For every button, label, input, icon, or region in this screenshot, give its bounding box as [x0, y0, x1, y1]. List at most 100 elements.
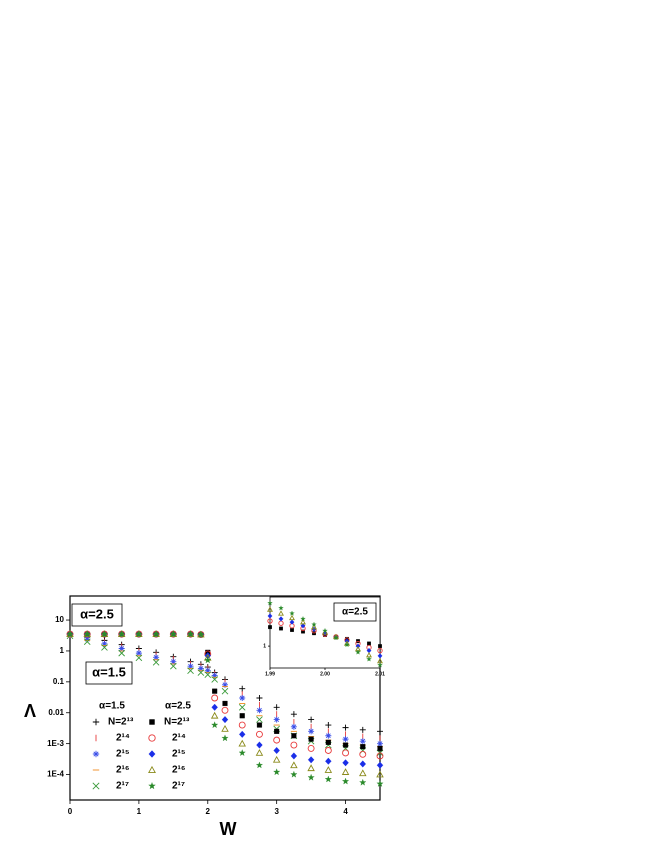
marker	[255, 749, 264, 756]
marker	[211, 672, 218, 679]
marker	[359, 760, 366, 768]
legend-marker	[92, 782, 100, 790]
legend-marker	[148, 765, 156, 774]
marker	[239, 685, 246, 692]
marker	[239, 713, 245, 719]
marker	[211, 694, 219, 702]
marker	[152, 658, 160, 666]
marker	[307, 764, 315, 772]
marker	[256, 741, 263, 749]
marker	[378, 644, 382, 649]
annotation: α=2.5	[342, 607, 368, 618]
legend-marker	[92, 718, 100, 726]
marker	[135, 650, 142, 657]
marker	[290, 628, 294, 632]
legend-label: 2¹⁵	[116, 749, 130, 760]
marker	[377, 745, 383, 751]
marker	[359, 769, 367, 777]
marker	[300, 616, 306, 622]
marker	[341, 777, 350, 785]
marker	[355, 649, 361, 655]
y-tick-label: 10	[55, 615, 64, 624]
marker	[212, 688, 218, 694]
marker	[359, 778, 367, 786]
marker	[204, 656, 212, 664]
marker	[291, 733, 297, 739]
marker	[343, 742, 349, 748]
marker	[344, 641, 350, 648]
marker	[290, 741, 298, 749]
marker	[256, 695, 263, 701]
marker	[153, 654, 160, 661]
annotation: α=1.5	[92, 664, 126, 679]
marker	[211, 721, 219, 729]
y-tick-label: 1E-3	[47, 739, 64, 748]
marker	[66, 630, 74, 638]
marker	[377, 647, 383, 654]
marker	[267, 618, 273, 624]
marker	[278, 610, 284, 616]
marker	[308, 728, 315, 735]
marker	[376, 761, 384, 769]
marker	[267, 600, 273, 606]
marker	[118, 645, 125, 652]
marker	[290, 723, 297, 730]
marker	[256, 722, 262, 728]
marker	[211, 676, 218, 683]
x-tick-label: 3	[274, 807, 279, 816]
x-tick-label: 2	[206, 807, 211, 816]
marker	[324, 766, 333, 773]
x-tick-label: 0	[68, 807, 73, 816]
marker	[204, 667, 211, 674]
legend-label: 2¹⁴	[116, 733, 130, 744]
marker	[279, 626, 283, 631]
marker	[324, 747, 332, 754]
y-tick-label: 1	[60, 646, 65, 655]
marker	[273, 704, 280, 711]
y-tick-label: 0.1	[53, 677, 65, 686]
marker	[239, 695, 246, 701]
marker	[221, 706, 229, 714]
marker	[278, 605, 284, 611]
marker	[333, 635, 339, 641]
y-tick-label: 1	[263, 643, 266, 649]
marker	[169, 630, 177, 638]
marker	[289, 614, 295, 621]
marker	[290, 761, 298, 769]
marker	[290, 770, 298, 778]
marker	[307, 745, 315, 752]
y-tick-label: 0.01	[48, 708, 64, 717]
marker	[222, 681, 228, 688]
marker	[84, 636, 91, 643]
marker	[186, 630, 195, 638]
marker	[256, 707, 263, 714]
marker	[308, 716, 315, 723]
y-axis-title: Λ	[24, 701, 36, 721]
legend-label: N=2¹³	[164, 717, 190, 728]
marker	[135, 654, 143, 662]
marker	[273, 768, 281, 776]
marker	[83, 630, 91, 638]
marker	[187, 663, 194, 670]
marker	[101, 644, 108, 651]
marker	[267, 613, 273, 619]
marker	[278, 616, 284, 622]
marker	[377, 728, 383, 735]
marker	[211, 703, 218, 711]
marker	[341, 768, 350, 775]
marker	[325, 732, 332, 739]
marker	[135, 630, 143, 638]
marker	[239, 730, 246, 738]
marker	[273, 716, 280, 723]
marker	[238, 749, 246, 756]
marker	[255, 761, 264, 769]
marker	[289, 610, 295, 616]
marker	[187, 667, 194, 674]
marker	[342, 736, 349, 743]
marker	[274, 728, 280, 734]
x-tick-label: 2.00	[320, 671, 330, 677]
marker	[100, 630, 109, 638]
marker	[308, 736, 314, 742]
legend-title: α=1.5	[99, 701, 125, 712]
marker	[204, 671, 212, 679]
